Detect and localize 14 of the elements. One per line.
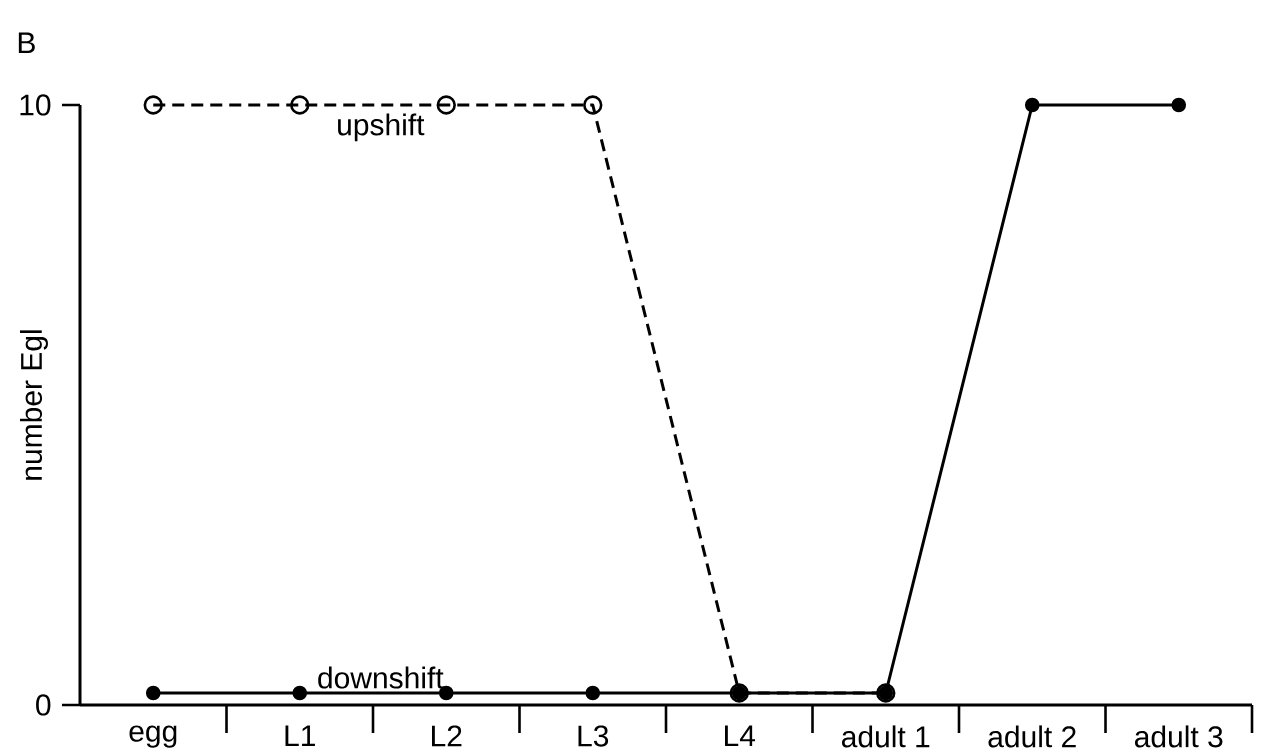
x-tick-label: adult 3 [1135,725,1223,748]
y-tick-label: 10 [20,94,51,116]
text: B [18,32,35,54]
x-tick-label: egg [129,725,177,748]
y-tick-label: 0 [36,694,51,716]
x-tick-label: adult 1 [842,725,930,748]
x-tick-label: L2 [432,725,462,747]
x-tick-label: L4 [725,725,756,747]
x-tick-label: L1 [285,725,315,747]
series-label: downshift [318,666,444,689]
series-label: upshift [338,113,425,142]
y-axis-title: number Egl [20,330,48,480]
x-tick-label: adult 2 [988,725,1076,748]
x-tick-label: L3 [578,725,609,747]
